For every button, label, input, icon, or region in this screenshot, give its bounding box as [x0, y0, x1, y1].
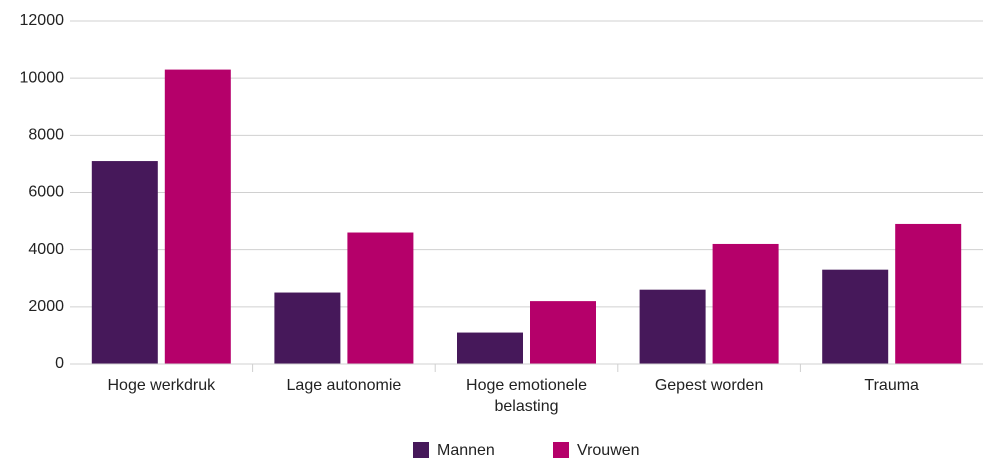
y-tick-label: 8000	[28, 127, 64, 144]
y-tick-label: 12000	[20, 12, 65, 29]
bar	[895, 223, 962, 364]
x-tick-label-line: belasting	[494, 398, 558, 415]
bar	[822, 269, 889, 364]
bar	[347, 232, 414, 364]
bar	[639, 289, 706, 364]
bar	[91, 161, 158, 364]
legend-label: Vrouwen	[577, 442, 640, 459]
bar	[164, 69, 231, 364]
x-tick-label: Gepest worden	[655, 377, 764, 394]
y-tick-label: 2000	[28, 298, 64, 315]
y-tick-label: 10000	[20, 69, 65, 86]
bar	[712, 243, 779, 364]
legend-swatch	[553, 442, 569, 458]
x-tick-label-line: Hoge emotionele	[466, 377, 587, 394]
x-tick-label: Hoge werkdruk	[107, 377, 216, 394]
bar	[530, 301, 596, 364]
x-tick-label: Hoge emotionele belasting	[466, 377, 587, 415]
y-tick-label: 6000	[28, 184, 64, 201]
legend-label: Mannen	[437, 442, 495, 459]
bar	[457, 332, 523, 364]
x-tick-label: Lage autonomie	[287, 377, 402, 394]
y-tick-label: 0	[55, 355, 64, 372]
bar	[274, 292, 341, 364]
x-tick-label: Trauma	[864, 377, 919, 394]
y-tick-label: 4000	[28, 241, 64, 258]
legend-swatch	[413, 442, 429, 458]
